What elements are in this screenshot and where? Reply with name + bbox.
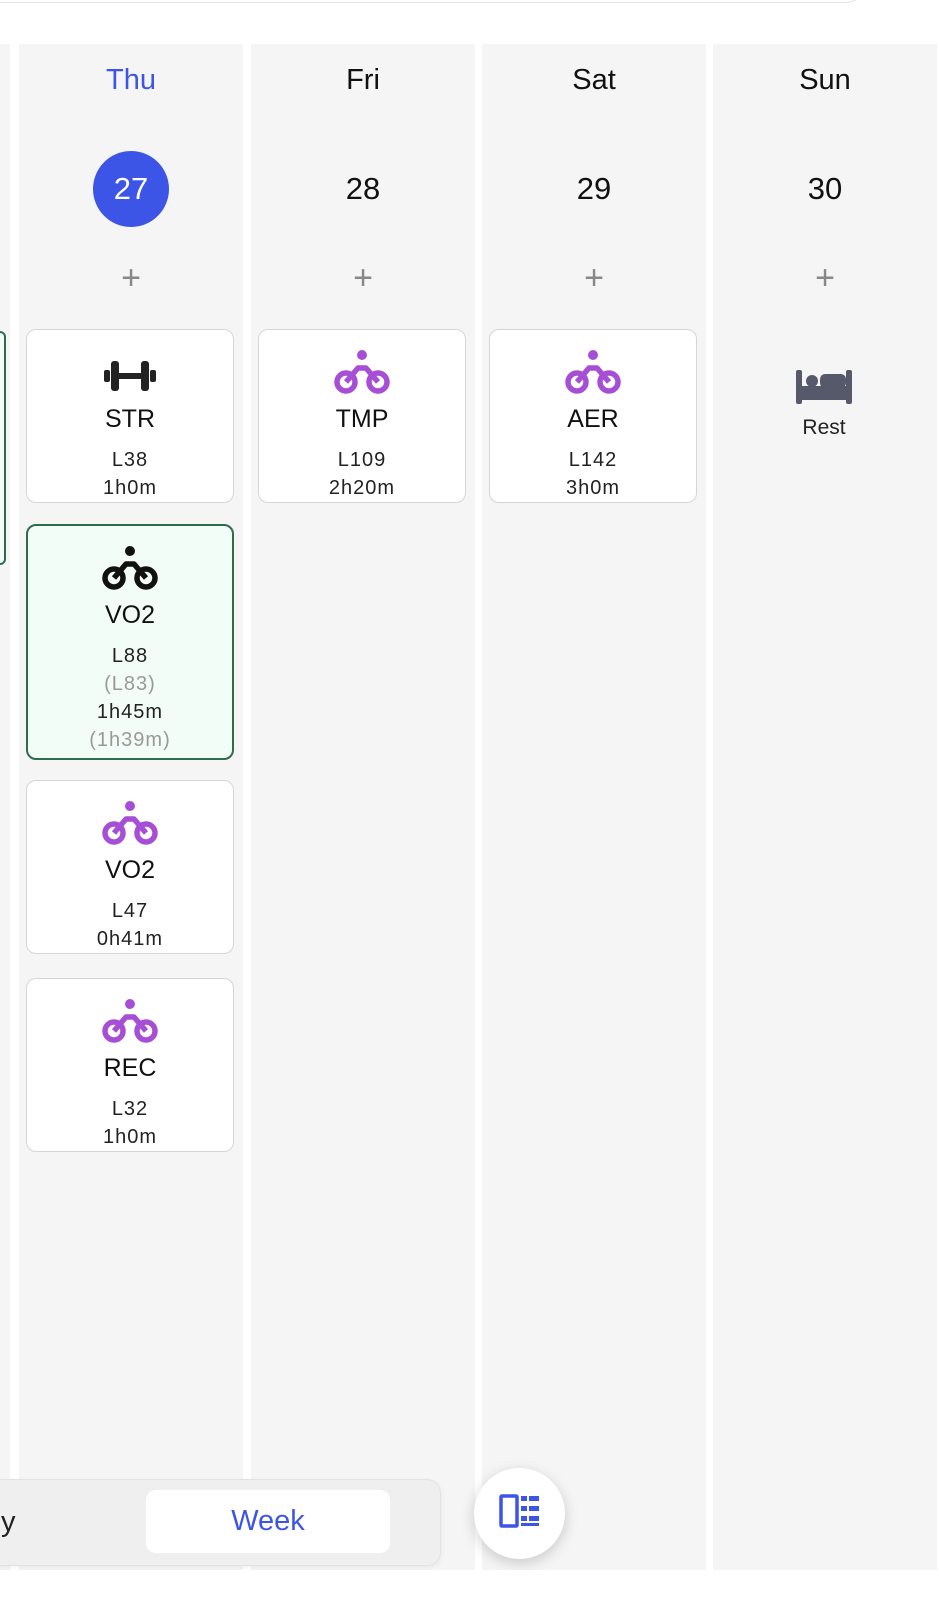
day-number[interactable]: 28	[345, 171, 381, 206]
workout-load-actual: (L83)	[104, 673, 156, 695]
add-workout-button[interactable]: +	[353, 258, 373, 297]
previous-day-column	[0, 44, 10, 1570]
workout-card[interactable]: REC L32 1h0m	[26, 978, 234, 1152]
previous-day-completed-card[interactable]	[0, 331, 6, 565]
workout-load: L88	[111, 645, 149, 667]
workout-duration: 1h0m	[102, 477, 158, 499]
top-search-bar[interactable]	[0, 0, 867, 3]
view-option-week[interactable]: Week	[146, 1490, 390, 1553]
workout-load: L38	[111, 449, 149, 471]
bike-icon	[27, 795, 233, 847]
view-option-day[interactable]: y	[1, 1506, 16, 1538]
bike-icon	[28, 540, 232, 592]
workout-duration: 0h41m	[96, 928, 164, 950]
view-toggle: y Week	[0, 1479, 441, 1566]
day-column-sun: Sun 30 + Rest	[713, 44, 937, 1570]
dumbbell-icon	[27, 344, 233, 396]
bottom-edge	[0, 1570, 939, 1612]
workout-card[interactable]: STR L38 1h0m	[26, 329, 234, 503]
day-column-fri: Fri 28 + TMP L109 2h20m	[251, 44, 475, 1570]
layout-toggle-button[interactable]	[474, 1468, 565, 1559]
day-number-today[interactable]: 27	[93, 151, 169, 227]
rest-label: Rest	[802, 416, 846, 439]
day-name: Fri	[346, 64, 380, 96]
workout-duration: 1h45m	[96, 701, 164, 723]
day-number[interactable]: 30	[807, 171, 843, 206]
day-name: Thu	[106, 64, 156, 96]
workout-card[interactable]: TMP L109 2h20m	[258, 329, 466, 503]
workout-load: L32	[111, 1098, 149, 1120]
add-workout-button[interactable]: +	[121, 258, 141, 297]
day-name: Sun	[799, 64, 851, 96]
bike-icon	[259, 344, 465, 396]
bike-icon	[27, 993, 233, 1045]
workout-card[interactable]: AER L142 3h0m	[489, 329, 697, 503]
add-workout-button[interactable]: +	[815, 258, 835, 297]
workout-load: L47	[111, 900, 149, 922]
workout-type: AER	[567, 405, 619, 433]
workout-card[interactable]: VO2 L47 0h41m	[26, 780, 234, 954]
workout-type: STR	[105, 405, 155, 433]
bike-icon	[490, 344, 696, 396]
rest-day[interactable]: Rest	[720, 340, 928, 440]
workout-type: REC	[103, 1054, 157, 1082]
workout-card-completed[interactable]: VO2 L88 (L83) 1h45m (1h39m)	[26, 524, 234, 760]
bed-icon	[720, 354, 928, 406]
workout-type: VO2	[104, 601, 156, 629]
workout-duration: 3h0m	[565, 477, 621, 499]
layout-toggle-icon	[498, 1492, 541, 1535]
workout-duration: 1h0m	[102, 1126, 158, 1148]
add-workout-button[interactable]: +	[584, 258, 604, 297]
workout-duration: 2h20m	[328, 477, 396, 499]
day-column-sat: Sat 29 + AER L142 3h0m	[482, 44, 706, 1570]
day-name: Sat	[572, 64, 616, 96]
day-column-thu: Thu 27 + STR L38 1h0m	[19, 44, 243, 1570]
workout-duration-actual: (1h39m)	[89, 729, 171, 751]
workout-type: TMP	[335, 405, 389, 433]
day-number[interactable]: 29	[576, 171, 612, 206]
workout-type: VO2	[104, 856, 156, 884]
workout-load: L142	[568, 449, 618, 471]
workout-load: L109	[337, 449, 387, 471]
